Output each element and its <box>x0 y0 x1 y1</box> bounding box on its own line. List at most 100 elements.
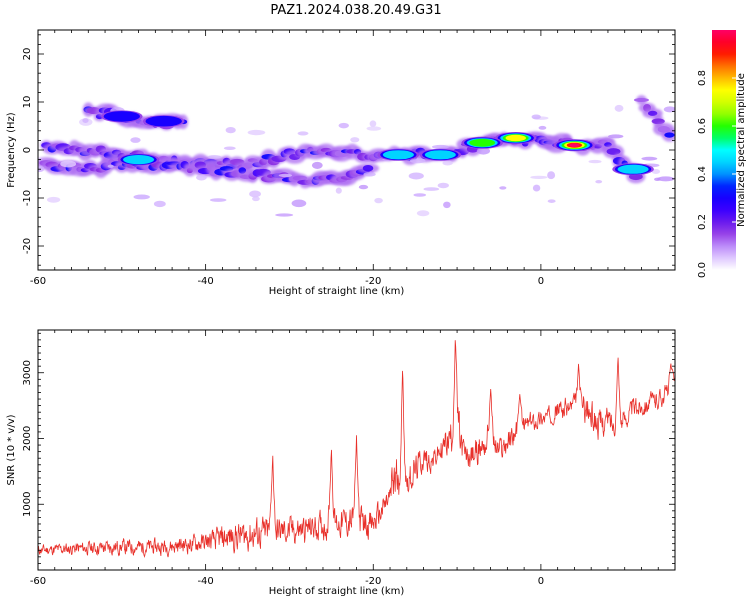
bottom-xtick-label: -20 <box>365 576 381 587</box>
heatmap-cell <box>362 164 374 172</box>
heatmap-cell <box>247 129 266 136</box>
heatmap-peak <box>123 155 155 165</box>
colorbar-gradient <box>712 30 736 270</box>
heatmap-peak <box>382 150 414 160</box>
bottom-ylabel: SNR (10 * v/v) <box>6 414 17 485</box>
bottom-ytick-label: 3000 <box>22 360 33 385</box>
heatmap-cell <box>209 198 227 202</box>
heatmap-cell <box>532 184 541 192</box>
bottom-ytick-label: 1000 <box>22 492 33 517</box>
heatmap-cell <box>363 172 376 177</box>
heatmap-cell <box>374 197 383 204</box>
heatmap-peak <box>505 134 526 142</box>
heatmap-cell <box>223 146 236 151</box>
top-xtick-label: -20 <box>365 276 381 287</box>
heatmap-peak <box>424 150 456 160</box>
heatmap-cell <box>107 164 114 168</box>
top-ytick-label: 20 <box>22 48 33 61</box>
heatmap-cell <box>651 168 661 175</box>
heatmap-peak <box>145 115 182 127</box>
colorbar: 0.0 0.2 0.4 0.6 0.8 Normalized spectral ampli… <box>697 30 747 278</box>
heatmap-cell <box>130 137 141 143</box>
colorbar-tick-label: 0.8 <box>697 70 708 86</box>
heatmap-cell <box>663 106 675 113</box>
colorbar-tick-label: 0.6 <box>697 118 708 134</box>
heatmap-cell <box>82 118 89 123</box>
snr-series-line <box>38 340 675 558</box>
heatmap-cell <box>358 184 369 190</box>
heatmap-cell <box>409 158 426 164</box>
heatmap-cell <box>654 177 661 182</box>
heatmap-cell <box>133 194 150 200</box>
heatmap-cell <box>291 199 307 208</box>
heatmap-layer <box>38 95 675 217</box>
heatmap-cell <box>547 199 556 203</box>
heatmap-cell <box>249 190 261 198</box>
heatmap-peak <box>469 138 496 147</box>
heatmap-cell <box>196 174 207 181</box>
heatmap-cell <box>278 173 293 178</box>
heatmap-cell <box>416 210 430 217</box>
heatmap-cell <box>651 118 665 125</box>
heatmap-cell <box>275 213 294 217</box>
top-ytick-label: -10 <box>22 190 33 206</box>
heatmap-cell <box>46 196 61 203</box>
top-ylabel: Frequency (Hz) <box>6 112 17 188</box>
heatmap-cell <box>476 147 491 155</box>
heatmap-cell <box>595 180 603 184</box>
heatmap-cell <box>369 120 377 127</box>
bottom-xtick-label: -60 <box>30 576 46 587</box>
heatmap-cell <box>238 167 247 174</box>
top-xtick-label: 0 <box>538 276 544 287</box>
top-ytick-label: 0 <box>22 147 33 153</box>
heatmap-cell <box>499 186 507 190</box>
heatmap-cell <box>208 155 221 159</box>
bottom-ytick-label: 2000 <box>22 426 33 451</box>
heatmap-cell <box>538 125 547 130</box>
heatmap-cell <box>547 171 556 180</box>
figure-title: PAZ1.2024.038.20.49.G31 <box>270 3 441 18</box>
heatmap-cell <box>647 110 658 116</box>
heatmap-cell <box>366 126 382 131</box>
colorbar-tick-label: 0.4 <box>697 166 708 182</box>
heatmap-cell <box>443 201 451 209</box>
heatmap-cell <box>588 159 602 164</box>
colorbar-tick-label: 0.0 <box>697 262 708 278</box>
top-xtick-label: -60 <box>30 276 46 287</box>
heatmap-cell <box>437 182 450 189</box>
snr-panel: -60 -40 -20 0 Height of straight line (km) 10… <box>6 329 676 597</box>
heatmap-cell <box>657 176 675 182</box>
heatmap-peak <box>569 143 580 147</box>
heatmap-cell <box>225 127 236 134</box>
heatmap-cell <box>614 104 624 112</box>
colorbar-label: Normalized spectral amplitude <box>736 73 747 227</box>
heatmap-cell <box>423 187 440 191</box>
heatmap-cell <box>38 165 45 173</box>
heatmap-peak <box>617 164 649 174</box>
colorbar-tick-label: 0.2 <box>697 214 708 230</box>
heatmap-cell <box>641 156 658 161</box>
heatmap-cell <box>408 172 424 180</box>
bottom-xtick-label: -40 <box>197 576 213 587</box>
heatmap-cell <box>606 148 621 155</box>
heatmap-cell <box>531 114 541 120</box>
heatmap-cell <box>530 175 548 180</box>
heatmap-cell <box>252 196 260 202</box>
heatmap-cell <box>335 187 342 194</box>
heatmap-cell <box>153 200 166 208</box>
heatmap-cell <box>442 160 453 166</box>
heatmap-cell <box>311 161 323 169</box>
heatmap-cell <box>633 97 650 102</box>
top-ytick-label: -20 <box>22 238 33 254</box>
heatmap-peak <box>103 111 140 122</box>
top-ytick-label: 10 <box>22 96 33 109</box>
bottom-xtick-label: 0 <box>538 576 544 587</box>
bottom-xlabel: Height of straight line (km) <box>269 586 405 597</box>
heatmap-cell <box>350 137 360 143</box>
heatmap-cell <box>338 122 349 129</box>
heatmap-cell <box>297 131 309 136</box>
heatmap-cell <box>608 134 624 139</box>
top-xtick-label: -40 <box>197 276 213 287</box>
